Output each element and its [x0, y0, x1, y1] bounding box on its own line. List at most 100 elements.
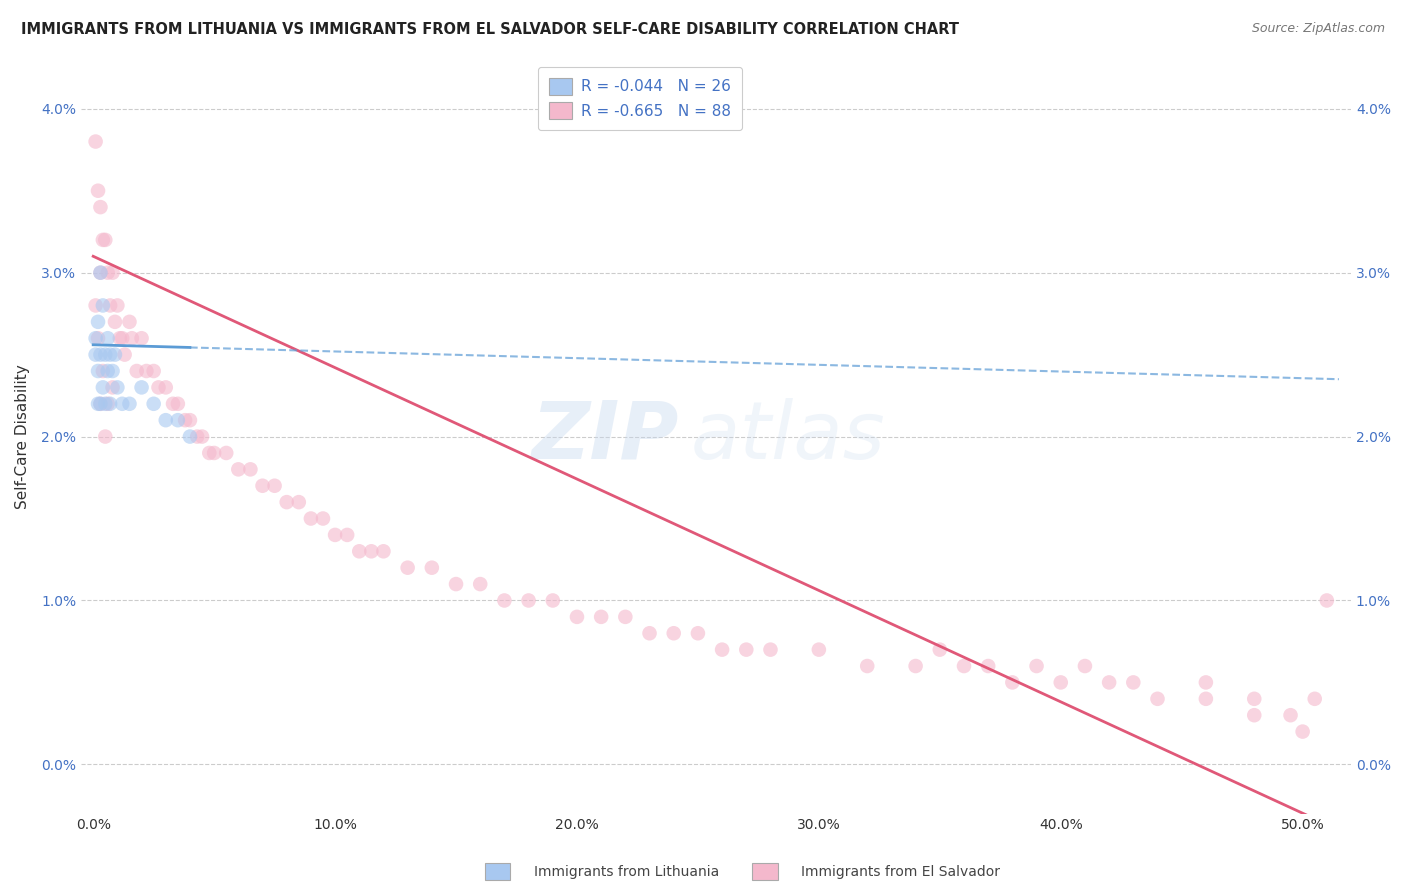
Legend: R = -0.044   N = 26, R = -0.665   N = 88: R = -0.044 N = 26, R = -0.665 N = 88 [538, 67, 741, 129]
Point [928, 642, 950, 657]
Point [614, 610, 637, 624]
Point [87, 315, 110, 329]
Point [1122, 675, 1144, 690]
Point [131, 331, 153, 345]
Point [97, 364, 120, 378]
Point [312, 511, 335, 525]
Point [84, 348, 107, 362]
Point [108, 331, 131, 345]
Point [111, 397, 134, 411]
Point [101, 266, 124, 280]
Y-axis label: Self-Care Disability: Self-Care Disability [15, 364, 30, 509]
Text: Source: ZipAtlas.com: Source: ZipAtlas.com [1251, 22, 1385, 36]
Point [711, 642, 734, 657]
Point [155, 413, 177, 427]
Point [89, 348, 111, 362]
Point [111, 331, 134, 345]
Point [807, 642, 830, 657]
Point [87, 331, 110, 345]
Point [396, 560, 419, 574]
Point [856, 659, 879, 673]
Point [142, 364, 165, 378]
Point [84, 135, 107, 149]
Point [1243, 708, 1265, 723]
Point [299, 511, 322, 525]
Point [186, 429, 208, 443]
Point [121, 331, 143, 345]
Point [97, 266, 120, 280]
Point [104, 348, 127, 362]
Point [444, 577, 467, 591]
Point [470, 577, 492, 591]
Point [494, 593, 516, 607]
Point [166, 397, 188, 411]
Point [638, 626, 661, 640]
Point [87, 397, 110, 411]
Point [91, 380, 114, 394]
Point [98, 348, 121, 362]
Point [104, 315, 127, 329]
Point [1001, 675, 1024, 690]
Point [94, 233, 117, 247]
Point [91, 298, 114, 312]
Point [349, 544, 371, 558]
Point [323, 528, 346, 542]
Point [336, 528, 359, 542]
Point [686, 626, 709, 640]
Point [98, 298, 121, 312]
Point [198, 446, 221, 460]
Point [125, 364, 148, 378]
Point [1316, 593, 1339, 607]
Point [179, 413, 201, 427]
Point [101, 364, 124, 378]
Point [1195, 691, 1218, 706]
Point [517, 593, 540, 607]
Point [276, 495, 298, 509]
Point [360, 544, 382, 558]
Point [541, 593, 564, 607]
Point [98, 397, 121, 411]
Point [91, 364, 114, 378]
Point [89, 266, 111, 280]
Point [565, 610, 588, 624]
Point [1195, 675, 1218, 690]
Point [373, 544, 395, 558]
Point [101, 380, 124, 394]
Point [142, 397, 165, 411]
Text: atlas: atlas [690, 398, 886, 475]
Point [191, 429, 214, 443]
Point [155, 380, 177, 394]
Point [118, 315, 141, 329]
Point [288, 495, 311, 509]
Point [1074, 659, 1097, 673]
Point [135, 364, 157, 378]
Text: ZIP: ZIP [530, 398, 678, 475]
Text: IMMIGRANTS FROM LITHUANIA VS IMMIGRANTS FROM EL SALVADOR SELF-CARE DISABILITY CO: IMMIGRANTS FROM LITHUANIA VS IMMIGRANTS … [21, 22, 959, 37]
Point [89, 200, 111, 214]
Point [94, 397, 117, 411]
Point [1291, 724, 1313, 739]
Point [1243, 691, 1265, 706]
Point [131, 380, 153, 394]
Text: Immigrants from Lithuania: Immigrants from Lithuania [534, 865, 720, 880]
Point [591, 610, 613, 624]
Point [953, 659, 976, 673]
Point [91, 233, 114, 247]
Point [662, 626, 685, 640]
Point [1098, 675, 1121, 690]
Point [263, 479, 285, 493]
Point [1025, 659, 1047, 673]
Point [759, 642, 782, 657]
Point [105, 298, 128, 312]
Point [977, 659, 1000, 673]
Point [202, 446, 225, 460]
Point [87, 184, 110, 198]
Point [252, 479, 274, 493]
Text: Immigrants from El Salvador: Immigrants from El Salvador [801, 865, 1001, 880]
Point [735, 642, 758, 657]
Point [89, 397, 111, 411]
Point [89, 397, 111, 411]
Point [1303, 691, 1326, 706]
Point [105, 380, 128, 394]
Point [162, 397, 184, 411]
